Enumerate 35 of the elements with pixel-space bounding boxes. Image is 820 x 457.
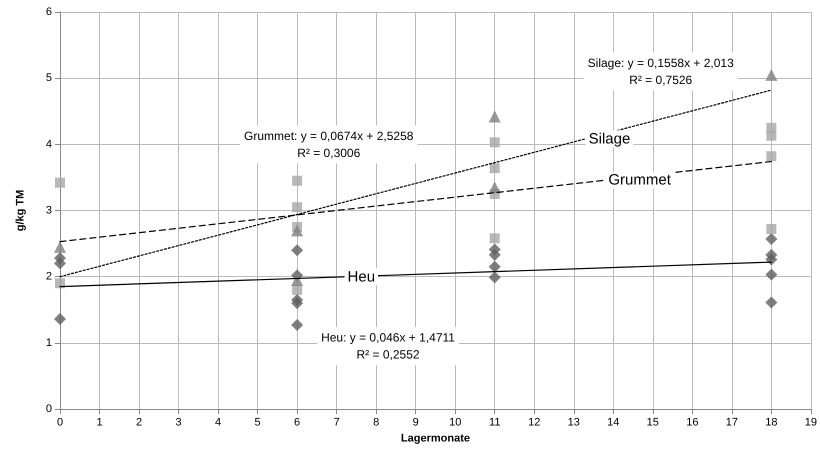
x-tick-label: 4 (215, 416, 222, 428)
x-tick-label: 12 (528, 416, 540, 428)
x-tick-label: 16 (686, 416, 698, 428)
y-tick-label: 2 (46, 270, 52, 283)
series-label: Heu (348, 268, 376, 286)
x-tick-label: 6 (294, 416, 300, 428)
x-tick-label: 2 (136, 416, 142, 428)
x-tick-label: 7 (334, 416, 340, 428)
x-tick-label: 18 (765, 416, 778, 428)
y-tick-label: 0 (46, 403, 52, 415)
x-tick-label: 8 (373, 416, 380, 428)
series-label: Grummet (608, 172, 672, 189)
y-axis-title: g/kg TM (14, 190, 26, 232)
y-tick-label: 3 (46, 204, 52, 216)
x-tick-label: 9 (412, 416, 419, 428)
x-axis-title: Lagermonate (400, 432, 470, 444)
x-tick-label: 17 (726, 416, 738, 428)
x-tick-label: 14 (607, 416, 620, 428)
y-tick-label: 1 (46, 336, 52, 349)
annotation: Silage: y = 0,1558x + 2,013 R² = 0,7526 (588, 56, 734, 88)
annotation: Grummet: y = 0,0674x + 2,5258 R² = 0,3006 (244, 128, 414, 160)
y-tick-label: 6 (46, 6, 52, 18)
x-tick-label: 13 (568, 416, 580, 428)
annotation: Heu: y = 0,046x + 1,4711 R² = 0,2552 (321, 330, 456, 362)
x-tick-label: 15 (646, 416, 659, 428)
y-tick-label: 4 (46, 138, 52, 150)
x-tick-label: 3 (176, 416, 182, 428)
series-label: Silage (588, 130, 630, 148)
x-tick-label: 19 (804, 416, 818, 428)
y-tick-label: 5 (46, 72, 52, 84)
x-tick-label: 1 (96, 416, 103, 428)
x-tick-label: 11 (489, 416, 500, 428)
x-tick-label: 0 (56, 416, 64, 428)
x-tick-label: 5 (254, 416, 261, 428)
x-tick-label: 10 (449, 416, 462, 428)
